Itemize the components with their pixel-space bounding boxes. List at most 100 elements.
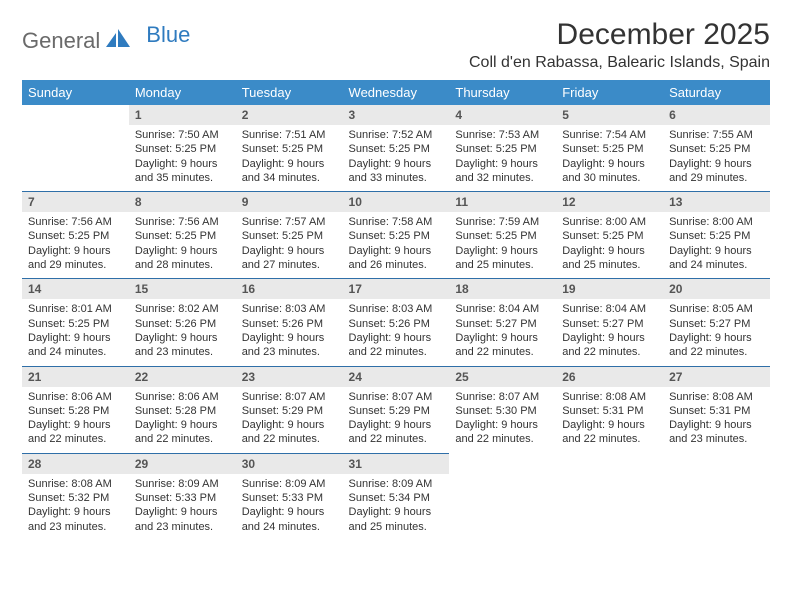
calendar-cell: 16Sunrise: 8:03 AMSunset: 5:26 PMDayligh…	[236, 278, 343, 365]
calendar-cell: 30Sunrise: 8:09 AMSunset: 5:33 PMDayligh…	[236, 453, 343, 540]
day-body: Sunrise: 7:56 AMSunset: 5:25 PMDaylight:…	[129, 212, 236, 278]
sunset-text: Sunset: 5:25 PM	[28, 229, 123, 243]
daylight-text: Daylight: 9 hours	[28, 418, 123, 432]
sunset-text: Sunset: 5:25 PM	[135, 229, 230, 243]
sunset-text: Sunset: 5:27 PM	[562, 317, 657, 331]
sunrise-text: Sunrise: 8:08 AM	[28, 477, 123, 491]
title-block: December 2025 Coll d'en Rabassa, Baleari…	[469, 18, 770, 72]
daylight-text: and 34 minutes.	[242, 171, 337, 185]
sunrise-text: Sunrise: 7:50 AM	[135, 128, 230, 142]
calendar-cell: 31Sunrise: 8:09 AMSunset: 5:34 PMDayligh…	[343, 453, 450, 540]
day-number: 27	[663, 367, 770, 387]
sunset-text: Sunset: 5:25 PM	[349, 229, 444, 243]
day-wrap: 12Sunrise: 8:00 AMSunset: 5:25 PMDayligh…	[556, 191, 663, 278]
sunrise-text: Sunrise: 8:00 AM	[562, 215, 657, 229]
sunrise-text: Sunrise: 8:07 AM	[242, 390, 337, 404]
calendar-cell: 24Sunrise: 8:07 AMSunset: 5:29 PMDayligh…	[343, 366, 450, 453]
day-header: Friday	[556, 80, 663, 105]
daylight-text: Daylight: 9 hours	[28, 331, 123, 345]
sunrise-text: Sunrise: 7:53 AM	[455, 128, 550, 142]
daylight-text: Daylight: 9 hours	[349, 244, 444, 258]
sunrise-text: Sunrise: 8:03 AM	[349, 302, 444, 316]
day-body: Sunrise: 7:50 AMSunset: 5:25 PMDaylight:…	[129, 125, 236, 191]
day-number: 4	[449, 105, 556, 125]
daylight-text: and 22 minutes.	[28, 432, 123, 446]
sunrise-text: Sunrise: 7:56 AM	[135, 215, 230, 229]
sunset-text: Sunset: 5:30 PM	[455, 404, 550, 418]
day-wrap: 9Sunrise: 7:57 AMSunset: 5:25 PMDaylight…	[236, 191, 343, 278]
sunset-text: Sunset: 5:25 PM	[455, 229, 550, 243]
sunrise-text: Sunrise: 8:06 AM	[135, 390, 230, 404]
sunrise-text: Sunrise: 7:52 AM	[349, 128, 444, 142]
calendar-cell: 29Sunrise: 8:09 AMSunset: 5:33 PMDayligh…	[129, 453, 236, 540]
day-header-row: Sunday Monday Tuesday Wednesday Thursday…	[22, 80, 770, 105]
day-body: Sunrise: 8:04 AMSunset: 5:27 PMDaylight:…	[449, 299, 556, 365]
calendar-cell	[22, 105, 129, 191]
daylight-text: and 22 minutes.	[135, 432, 230, 446]
daylight-text: and 23 minutes.	[135, 520, 230, 534]
sunset-text: Sunset: 5:25 PM	[562, 142, 657, 156]
sunrise-text: Sunrise: 8:08 AM	[669, 390, 764, 404]
calendar-week-row: 28Sunrise: 8:08 AMSunset: 5:32 PMDayligh…	[22, 453, 770, 540]
logo: General Blue	[22, 18, 190, 54]
daylight-text: Daylight: 9 hours	[669, 418, 764, 432]
calendar-cell: 10Sunrise: 7:58 AMSunset: 5:25 PMDayligh…	[343, 191, 450, 278]
header: General Blue December 2025 Coll d'en Rab…	[22, 18, 770, 72]
day-number: 13	[663, 192, 770, 212]
day-body: Sunrise: 8:02 AMSunset: 5:26 PMDaylight:…	[129, 299, 236, 365]
calendar-cell	[556, 453, 663, 540]
day-wrap: 28Sunrise: 8:08 AMSunset: 5:32 PMDayligh…	[22, 453, 129, 540]
sunset-text: Sunset: 5:29 PM	[242, 404, 337, 418]
day-number: 31	[343, 454, 450, 474]
sunrise-text: Sunrise: 8:02 AM	[135, 302, 230, 316]
calendar-cell: 8Sunrise: 7:56 AMSunset: 5:25 PMDaylight…	[129, 191, 236, 278]
day-wrap: 6Sunrise: 7:55 AMSunset: 5:25 PMDaylight…	[663, 105, 770, 191]
day-wrap: 25Sunrise: 8:07 AMSunset: 5:30 PMDayligh…	[449, 366, 556, 453]
calendar-cell: 27Sunrise: 8:08 AMSunset: 5:31 PMDayligh…	[663, 366, 770, 453]
day-body: Sunrise: 8:03 AMSunset: 5:26 PMDaylight:…	[236, 299, 343, 365]
day-body: Sunrise: 7:53 AMSunset: 5:25 PMDaylight:…	[449, 125, 556, 191]
day-number: 17	[343, 279, 450, 299]
day-header: Monday	[129, 80, 236, 105]
daylight-text: and 25 minutes.	[349, 520, 444, 534]
sunset-text: Sunset: 5:25 PM	[135, 142, 230, 156]
daylight-text: Daylight: 9 hours	[455, 157, 550, 171]
sunrise-text: Sunrise: 7:51 AM	[242, 128, 337, 142]
daylight-text: Daylight: 9 hours	[135, 244, 230, 258]
sunset-text: Sunset: 5:33 PM	[242, 491, 337, 505]
calendar-cell: 22Sunrise: 8:06 AMSunset: 5:28 PMDayligh…	[129, 366, 236, 453]
sunset-text: Sunset: 5:25 PM	[669, 229, 764, 243]
day-number: 16	[236, 279, 343, 299]
day-number: 29	[129, 454, 236, 474]
sunset-text: Sunset: 5:27 PM	[455, 317, 550, 331]
daylight-text: and 22 minutes.	[349, 345, 444, 359]
sunrise-text: Sunrise: 8:01 AM	[28, 302, 123, 316]
day-number: 18	[449, 279, 556, 299]
day-body: Sunrise: 8:06 AMSunset: 5:28 PMDaylight:…	[22, 387, 129, 453]
daylight-text: Daylight: 9 hours	[562, 331, 657, 345]
sunrise-text: Sunrise: 7:59 AM	[455, 215, 550, 229]
day-body: Sunrise: 8:08 AMSunset: 5:32 PMDaylight:…	[22, 474, 129, 540]
daylight-text: and 22 minutes.	[349, 432, 444, 446]
daylight-text: and 30 minutes.	[562, 171, 657, 185]
day-wrap: 22Sunrise: 8:06 AMSunset: 5:28 PMDayligh…	[129, 366, 236, 453]
daylight-text: and 27 minutes.	[242, 258, 337, 272]
daylight-text: Daylight: 9 hours	[455, 244, 550, 258]
day-number: 10	[343, 192, 450, 212]
day-number: 5	[556, 105, 663, 125]
day-wrap: 3Sunrise: 7:52 AMSunset: 5:25 PMDaylight…	[343, 105, 450, 191]
sunset-text: Sunset: 5:25 PM	[562, 229, 657, 243]
daylight-text: Daylight: 9 hours	[349, 157, 444, 171]
day-wrap: 18Sunrise: 8:04 AMSunset: 5:27 PMDayligh…	[449, 278, 556, 365]
daylight-text: and 25 minutes.	[455, 258, 550, 272]
daylight-text: Daylight: 9 hours	[562, 157, 657, 171]
day-body: Sunrise: 8:08 AMSunset: 5:31 PMDaylight:…	[663, 387, 770, 453]
daylight-text: and 29 minutes.	[28, 258, 123, 272]
day-body: Sunrise: 8:07 AMSunset: 5:29 PMDaylight:…	[343, 387, 450, 453]
sunset-text: Sunset: 5:26 PM	[135, 317, 230, 331]
daylight-text: and 28 minutes.	[135, 258, 230, 272]
calendar-cell: 26Sunrise: 8:08 AMSunset: 5:31 PMDayligh…	[556, 366, 663, 453]
sunrise-text: Sunrise: 7:56 AM	[28, 215, 123, 229]
calendar-table: Sunday Monday Tuesday Wednesday Thursday…	[22, 80, 770, 540]
daylight-text: Daylight: 9 hours	[669, 157, 764, 171]
